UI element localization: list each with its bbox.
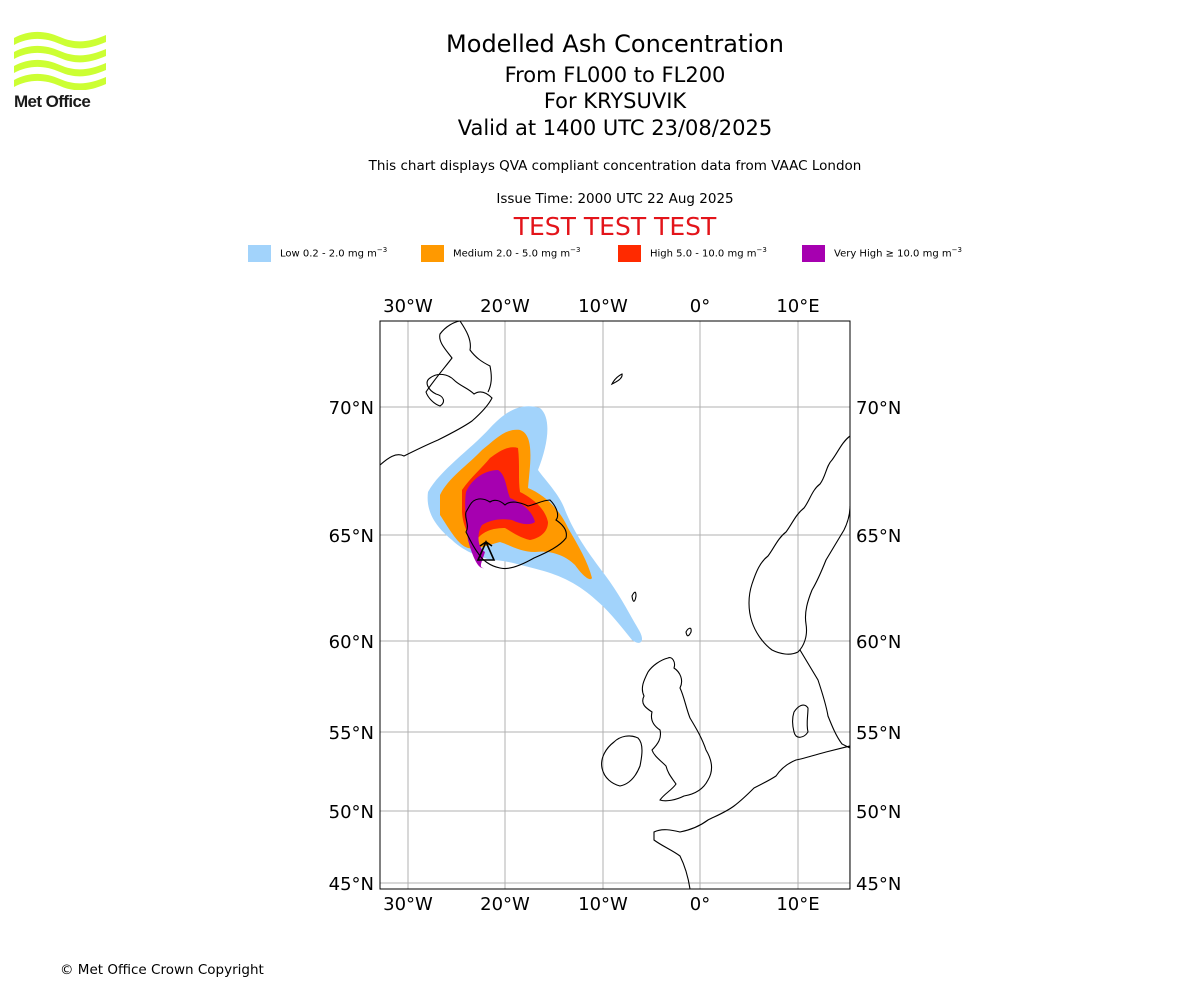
scandinavia-coastline <box>748 435 850 655</box>
longitude-tick-label-top: 0° <box>690 296 710 317</box>
legend-swatch-medium <box>421 245 444 262</box>
map-tick-labels: 30°W 30°W 20°W 20°W 10°W 10°W 0° 0° 10°E 10°E 70°N… <box>329 296 902 915</box>
logo-wave <box>14 59 106 77</box>
latitude-tick-label-right: 50°N <box>856 802 901 823</box>
ireland-coastline <box>601 735 643 787</box>
longitude-tick-label-bottom: 10°E <box>776 894 819 915</box>
latitude-tick-label-right: 60°N <box>856 632 901 653</box>
issue-time: Issue Time: 2000 UTC 22 Aug 2025 <box>496 191 734 207</box>
longitude-tick-label-top: 20°W <box>480 296 530 317</box>
longitude-tick-label-top: 10°W <box>578 296 628 317</box>
great-britain-coastline <box>641 657 713 802</box>
chart-title-line-1: Modelled Ash Concentration <box>446 30 784 58</box>
latitude-tick-label-right: 65°N <box>856 526 901 547</box>
latitude-tick-label-right: 55°N <box>856 723 901 744</box>
longitude-tick-label-bottom: 0° <box>690 894 710 915</box>
legend-label-low: Low 0.2 - 2.0 mg m−3 <box>280 246 388 260</box>
legend-swatch-low <box>248 245 271 262</box>
longitude-tick-label-top: 10°E <box>776 296 819 317</box>
longitude-tick-label-bottom: 10°W <box>578 894 628 915</box>
chart-title-line-2: From FL000 to FL200 <box>504 63 726 87</box>
latitude-tick-label-left: 60°N <box>329 632 374 653</box>
met-office-logo: Met Office <box>14 30 114 112</box>
latitude-tick-label-left: 65°N <box>329 526 374 547</box>
logo-wave <box>14 73 106 91</box>
volcano-marker <box>476 540 496 561</box>
latitude-tick-label-right: 70°N <box>856 398 901 419</box>
latitude-tick-label-left: 45°N <box>329 874 374 895</box>
longitude-tick-label-bottom: 20°W <box>480 894 530 915</box>
latitude-tick-label-left: 50°N <box>329 802 374 823</box>
longitude-tick-label-top: 30°W <box>383 296 433 317</box>
logo-wave <box>14 45 106 63</box>
legend-swatch-very-high <box>802 245 825 262</box>
coastlines <box>380 321 850 889</box>
logo-wordmark: Met Office <box>14 92 91 111</box>
jan-mayen-coastline <box>610 373 623 386</box>
faroe-coastline <box>685 627 692 637</box>
greenland-coastline <box>380 321 493 466</box>
legend-label-high: High 5.0 - 10.0 mg m−3 <box>650 246 767 260</box>
iceland-coastline <box>465 498 567 570</box>
map-frame <box>379 320 851 890</box>
continental-europe-coastline <box>653 745 850 889</box>
test-banner: TEST TEST TEST <box>513 212 717 241</box>
legend-label-very-high: Very High ≥ 10.0 mg m−3 <box>834 246 962 260</box>
longitude-tick-label-bottom: 30°W <box>383 894 433 915</box>
logo-waves-icon <box>14 31 106 91</box>
latitude-tick-label-right: 45°N <box>856 874 901 895</box>
logo-wave <box>14 31 106 49</box>
latitude-tick-label-left: 55°N <box>329 723 374 744</box>
chart-title-line-4: Valid at 1400 UTC 23/08/2025 <box>457 116 773 140</box>
chart-title-line-3: For KRYSUVIK <box>543 89 687 113</box>
shetland-coastline <box>631 591 637 602</box>
sweden-coastline <box>799 649 850 749</box>
latitude-tick-label-left: 70°N <box>329 398 374 419</box>
legend-swatch-high <box>618 245 641 262</box>
legend-label-medium: Medium 2.0 - 5.0 mg m−3 <box>453 246 581 260</box>
chart-subtitle: This chart displays QVA compliant concen… <box>368 158 862 174</box>
denmark-coastline <box>791 704 809 738</box>
copyright-notice: © Met Office Crown Copyright <box>60 962 264 978</box>
ash-very-high-region <box>465 470 535 569</box>
